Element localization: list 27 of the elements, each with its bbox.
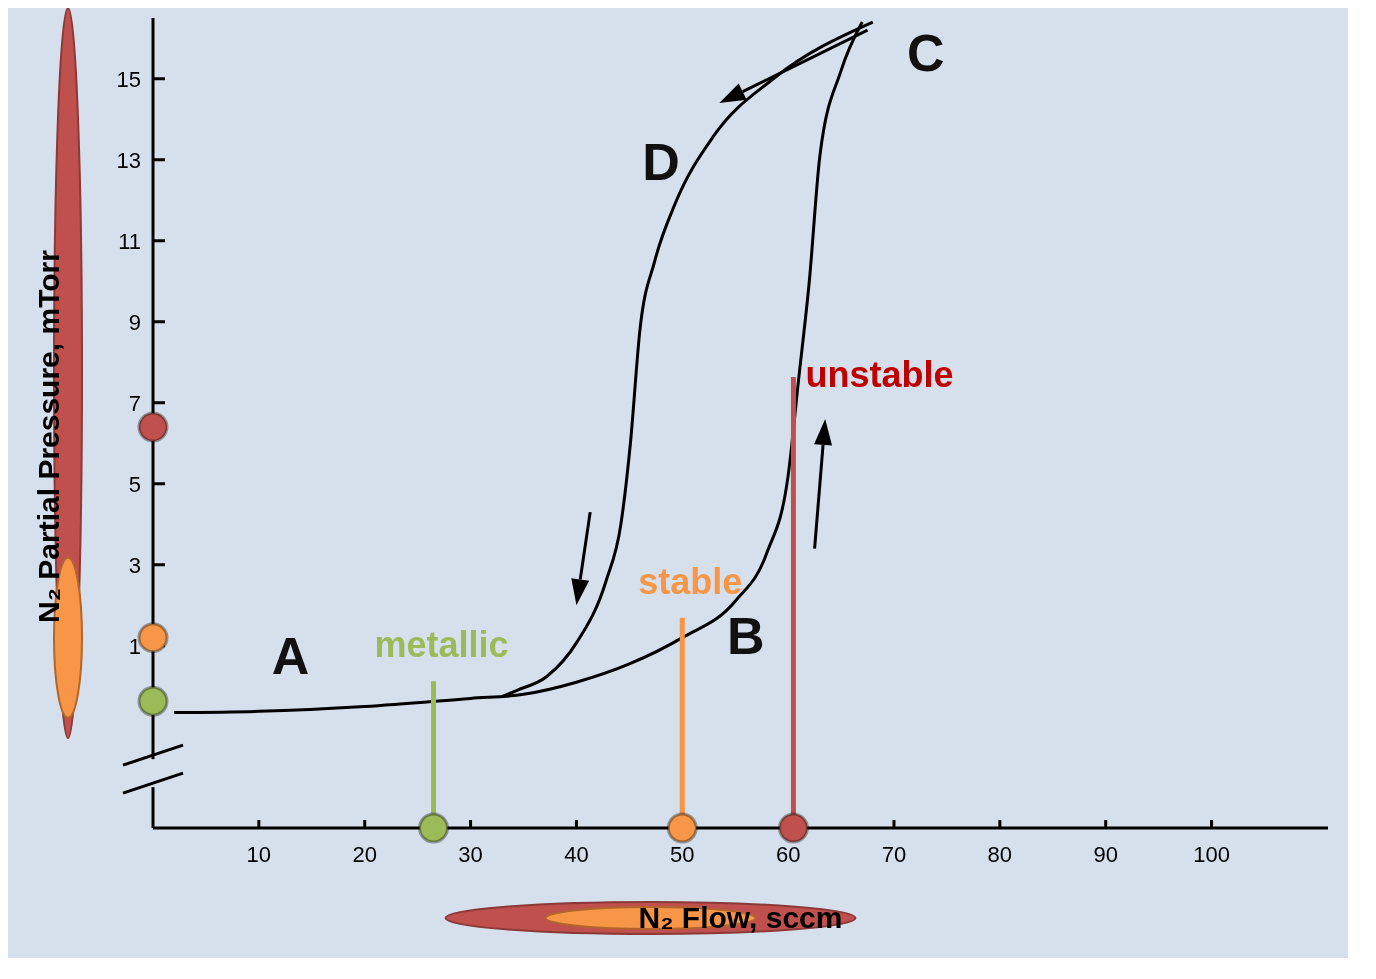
x-axis-title: N₂ Flow, sccm — [638, 901, 843, 934]
y-tick-label: 9 — [128, 309, 141, 335]
y-tick-label: 7 — [128, 390, 141, 416]
y-tick-label: 3 — [128, 552, 141, 578]
y-tick-label: 15 — [116, 66, 141, 92]
annotation: stable — [638, 560, 743, 602]
x-tick-label: 100 — [1193, 841, 1230, 867]
annotation: D — [642, 133, 680, 191]
x-tick-label: 90 — [1093, 841, 1118, 867]
y-axis-title: N₂ Partial Pressure, mTorr — [31, 249, 65, 623]
x-tick-label: 70 — [881, 841, 907, 867]
y-tick-label: 5 — [128, 471, 141, 497]
y-tick-label: 1 — [128, 633, 141, 659]
annotation: B — [727, 606, 765, 665]
y-tick-label: 13 — [116, 147, 141, 173]
x-tick-label: 80 — [987, 841, 1013, 867]
annotation: A — [271, 627, 310, 686]
x-tick-label: 40 — [564, 841, 589, 867]
annotation: C — [906, 23, 945, 82]
x-tick-label: 60 — [775, 841, 801, 867]
annotation: unstable — [805, 354, 954, 396]
annotation: metallic — [374, 624, 509, 666]
x-tick-label: 10 — [246, 841, 272, 867]
y-tick-label: 11 — [118, 228, 141, 254]
x-tick-label: 50 — [670, 841, 695, 867]
x-tick-label: 30 — [458, 841, 483, 867]
x-tick-label: 20 — [352, 841, 377, 867]
